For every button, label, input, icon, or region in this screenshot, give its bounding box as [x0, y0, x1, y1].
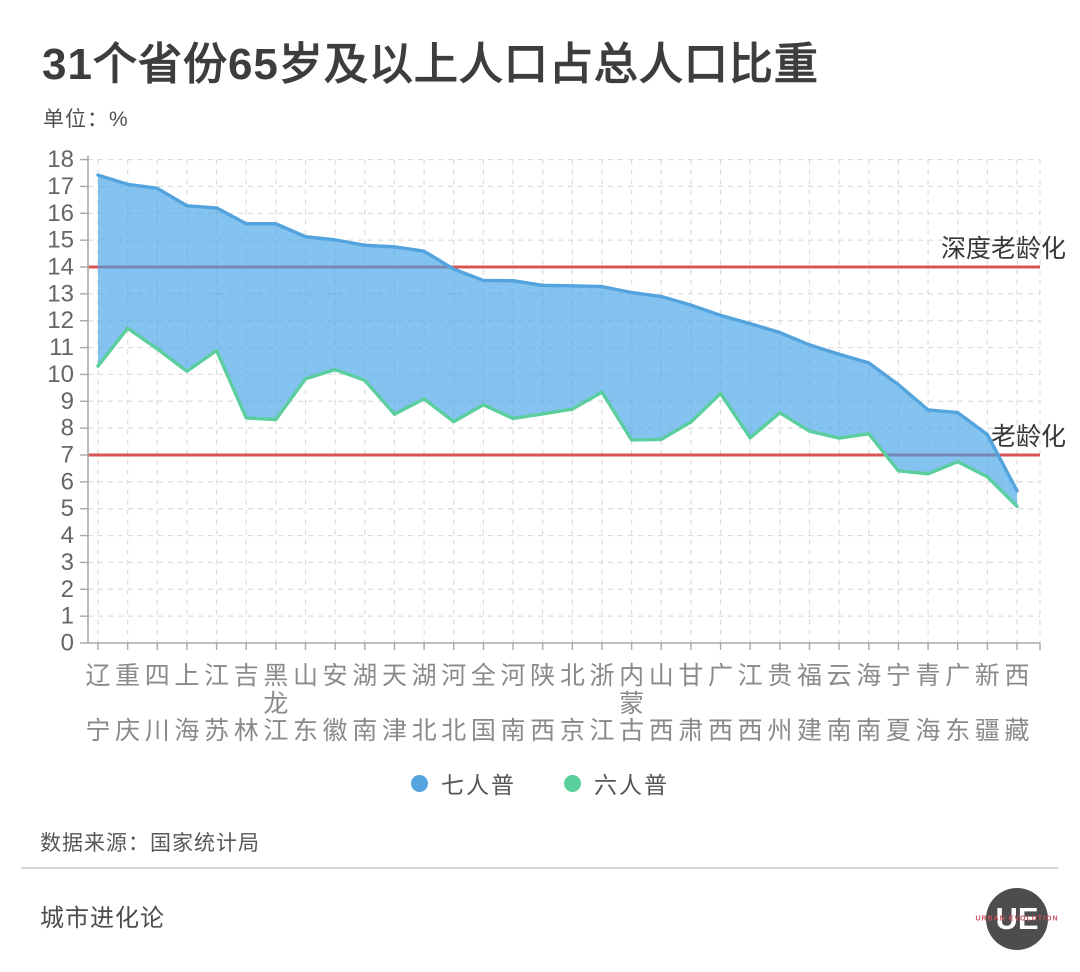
x-axis-label: 海南	[856, 662, 881, 745]
y-axis-label: 18	[47, 146, 74, 173]
y-axis-label: 7	[61, 442, 74, 469]
x-axis-label: 吉林	[234, 662, 259, 745]
y-axis-label: 13	[47, 280, 74, 307]
x-axis-label: 陕西	[530, 662, 555, 745]
legend: 七人普 六人普	[0, 766, 1080, 800]
x-axis-label: 上海	[174, 662, 199, 745]
x-axis-label: 湖南	[352, 662, 377, 745]
y-axis-label: 11	[49, 334, 74, 361]
y-axis-label: 17	[47, 173, 74, 200]
x-axis-label: 福建	[797, 662, 822, 745]
x-axis-label: 广东	[945, 662, 970, 745]
x-axis-label: 江西	[738, 662, 763, 745]
x-axis-label: 四川	[145, 662, 170, 745]
page-title: 31个省份65岁及以上人口占总人口比重	[42, 40, 819, 89]
series-line-seventh-census	[96, 173, 1019, 493]
area-fill	[98, 175, 1017, 507]
series-line-sixth-census	[96, 326, 1019, 508]
x-axis-label: 新疆	[975, 662, 1000, 745]
source-note: 数据来源：国家统计局	[40, 832, 260, 855]
legend-dot	[564, 774, 581, 792]
chart-canvas: 深度老龄化老龄化0123456789101112131415161718辽宁重庆…	[47, 146, 1066, 745]
y-axis-label: 10	[47, 361, 74, 388]
x-axis-label: 贵州	[767, 662, 792, 745]
y-axis-label: 14	[47, 254, 74, 281]
y-axis-label: 12	[47, 307, 74, 334]
legend-item: 七人普	[411, 766, 516, 800]
x-axis-label: 西藏	[1004, 662, 1029, 745]
x-axis-label: 北京	[560, 662, 585, 745]
x-axis-label: 内蒙古	[619, 662, 644, 745]
x-axis-label: 黑龙江	[263, 662, 288, 745]
divider	[21, 867, 1058, 869]
y-axis-label: 1	[61, 603, 74, 630]
x-axis-label: 山东	[293, 662, 318, 745]
x-axis-label: 山西	[649, 662, 674, 745]
y-axis-label: 0	[61, 630, 74, 657]
y-axis-label: 3	[61, 549, 74, 576]
y-axis-label: 2	[61, 576, 74, 603]
x-axis-label: 宁夏	[886, 662, 911, 745]
x-axis-label: 青海	[916, 662, 941, 745]
legend-label: 六人普	[594, 772, 669, 798]
x-axis-label: 浙江	[589, 662, 614, 745]
reference-line-label: 深度老龄化	[941, 235, 1066, 263]
y-axis-label: 15	[47, 227, 74, 254]
x-axis-label: 河北	[441, 662, 466, 745]
x-axis-label: 安徽	[323, 662, 348, 745]
y-axis-label: 16	[47, 200, 74, 227]
x-axis-label: 甘肃	[678, 662, 703, 745]
legend-label: 七人普	[441, 772, 516, 798]
x-axis-label: 云南	[827, 662, 852, 745]
x-axis-label: 天津	[382, 662, 407, 745]
x-axis-label: 湖北	[412, 662, 437, 745]
legend-dot	[411, 774, 428, 792]
legend-item: 六人普	[564, 766, 669, 800]
x-axis-label: 重庆	[115, 662, 140, 745]
y-axis-label: 9	[61, 388, 74, 415]
logo-subtext: URBAN EVOLUTION	[975, 915, 1059, 923]
x-axis-label: 江苏	[204, 662, 229, 745]
x-axis-label: 河南	[501, 662, 526, 745]
reference-line-label: 老龄化	[991, 423, 1066, 451]
brand-name: 城市进化论	[40, 905, 165, 932]
brand-logo: UE URBAN EVOLUTION	[975, 888, 1058, 950]
y-axis-label: 4	[61, 522, 74, 549]
x-axis-label: 广西	[708, 662, 733, 745]
y-axis-label: 6	[61, 468, 74, 495]
y-axis-label: 5	[61, 495, 74, 522]
x-axis-label: 辽宁	[85, 662, 110, 745]
logo-text: UE	[995, 901, 1039, 936]
y-axis-label: 8	[61, 415, 74, 442]
x-axis-label: 全国	[471, 662, 496, 745]
unit-label: 单位：%	[43, 108, 129, 131]
